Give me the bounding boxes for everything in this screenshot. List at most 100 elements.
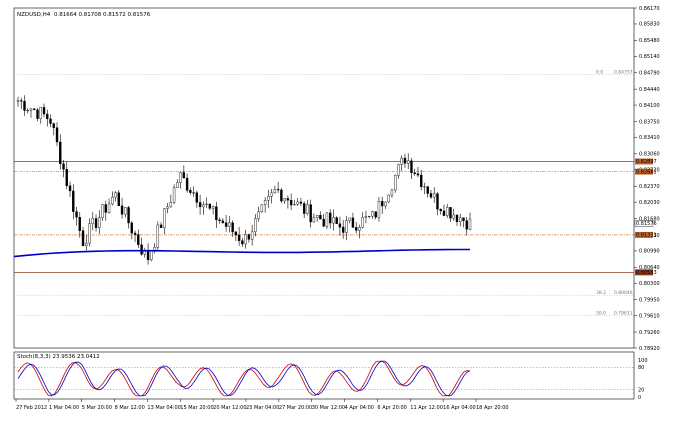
candle-body <box>52 123 55 128</box>
candle-body <box>124 207 127 215</box>
stochastic-pane[interactable] <box>13 351 635 400</box>
candle-body <box>55 127 59 143</box>
time-tick-label: 13 Mar 04:00 <box>147 405 180 411</box>
candle-body <box>42 107 46 115</box>
candle-body <box>361 217 364 228</box>
candle-body <box>325 212 329 227</box>
candlesticks <box>16 95 472 265</box>
stochastic-axis-label: 0 <box>638 395 641 401</box>
price-tick-label: 0.84100 <box>639 103 660 109</box>
candle-body <box>377 201 381 218</box>
fib-level-price: 0.80046 <box>614 290 633 296</box>
moving-average-line <box>13 248 470 258</box>
candle-body <box>202 204 205 208</box>
candle-body <box>101 204 104 218</box>
candle-body <box>328 212 332 224</box>
candle-body <box>263 200 267 206</box>
candle-body <box>94 218 98 228</box>
candle-body <box>26 110 29 112</box>
candle-body <box>341 226 345 233</box>
candle-body <box>146 250 150 261</box>
candle-body <box>137 234 140 245</box>
candle-body <box>426 186 429 194</box>
price-tick-label: 0.85480 <box>639 38 660 44</box>
candle-body <box>455 214 459 222</box>
time-tick-label: 23 Mar 04:00 <box>246 405 279 411</box>
candle-body <box>397 164 400 176</box>
price-tick-label: 0.80990 <box>639 249 660 255</box>
candle-body <box>59 141 62 165</box>
candle-body <box>390 189 394 196</box>
price-box <box>635 231 653 238</box>
candle-body <box>205 203 208 205</box>
candle-body <box>36 109 39 119</box>
candle-body <box>237 234 241 241</box>
candle-body <box>280 189 283 202</box>
price-box-label: 0.80533 <box>636 270 657 276</box>
time-tick-label: 30 Mar 12:00 <box>312 405 345 411</box>
price-tick-label: 0.83410 <box>639 135 660 141</box>
candle-body <box>192 192 195 194</box>
candle-body <box>302 203 306 214</box>
fib-level-percent: 50.0 <box>596 311 606 317</box>
stochastic-axis-label: 80 <box>638 365 644 371</box>
candle-body <box>459 217 462 222</box>
time-tick-label: 16 Apr 04:00 <box>443 405 476 411</box>
candle-body <box>420 174 423 187</box>
candle-body <box>163 208 166 228</box>
candle-body <box>286 198 290 201</box>
price-tick-label: 0.82030 <box>639 200 660 206</box>
price-tick-label: 0.82370 <box>639 184 660 190</box>
stochastic-k-line <box>17 360 471 397</box>
candle-body <box>267 195 270 201</box>
candle-body <box>416 173 420 176</box>
price-box-label: 0.81331 <box>636 233 657 239</box>
candle-body <box>381 201 384 207</box>
candle-body <box>133 232 137 235</box>
candle-body <box>394 175 397 191</box>
price-pane[interactable] <box>13 7 635 349</box>
candle-body <box>270 192 273 197</box>
candle-body <box>244 234 247 245</box>
price-box-label: 0.82897 <box>636 159 657 165</box>
candle-body <box>332 217 335 224</box>
candle-body <box>299 201 303 204</box>
fib-level-percent: 38.2 <box>596 290 606 296</box>
candle-body <box>436 193 439 210</box>
candle-body <box>371 211 374 217</box>
candle-body <box>75 211 78 218</box>
stochastic-d-line <box>17 360 471 397</box>
candle-body <box>88 223 91 244</box>
candle-body <box>462 217 465 221</box>
candle-body <box>195 192 199 203</box>
candle-body <box>85 242 88 246</box>
candle-body <box>130 222 134 234</box>
price-tick-label: 0.85140 <box>639 54 660 60</box>
candle-body <box>224 222 228 227</box>
candle-body <box>468 218 472 230</box>
candle-body <box>319 215 322 220</box>
candle-body <box>312 217 316 223</box>
candle-body <box>442 210 446 216</box>
price-tick-label: 0.86170 <box>639 6 660 12</box>
price-box <box>635 168 653 175</box>
candle-body <box>423 186 426 188</box>
candle-body <box>273 189 277 194</box>
price-box <box>634 220 654 227</box>
candle-body <box>283 198 286 202</box>
candle-body <box>367 215 371 217</box>
candle-body <box>20 100 23 102</box>
candle-body <box>185 177 189 191</box>
candle-body <box>127 207 130 224</box>
time-tick-label: 27 Feb 2012 <box>16 405 47 411</box>
candle-body <box>107 203 111 213</box>
candle-body <box>65 168 68 186</box>
price-axis: 0.86170 0.85830 0.85480 0.85140 0.84790 0.844… <box>634 6 660 352</box>
candle-body <box>358 227 361 231</box>
candle-body <box>156 224 160 248</box>
candle-body <box>172 187 176 203</box>
candle-body <box>78 217 81 231</box>
time-tick-label: 18 Apr 20:00 <box>476 405 509 411</box>
